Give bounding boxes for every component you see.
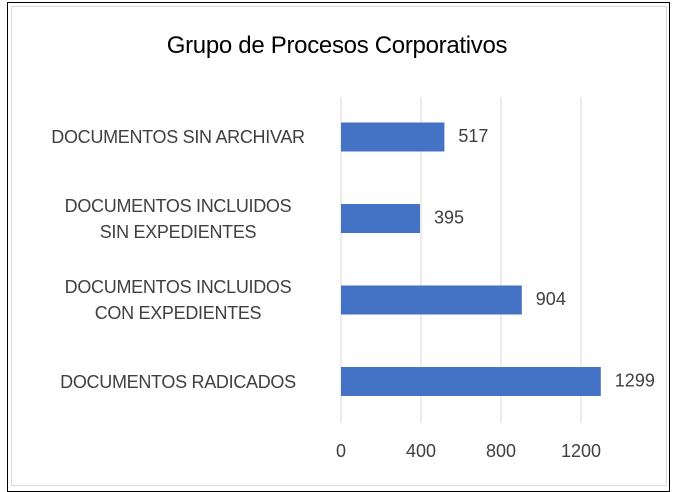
data-label: 904 <box>536 289 566 309</box>
page: Grupo de Procesos Corporativos 0 400 800 12… <box>7 2 670 492</box>
x-tick-label: 400 <box>406 441 436 461</box>
y-tick-label: DOCUMENTOS RADICADOS <box>60 371 296 392</box>
data-label: 395 <box>434 207 464 227</box>
x-tick-label: 800 <box>486 441 516 461</box>
bar <box>341 285 522 315</box>
y-tick-label: DOCUMENTOS INCLUIDOS CON EXPEDIENTES <box>64 277 292 323</box>
bar <box>341 204 420 233</box>
chart-title: Grupo de Procesos Corporativos <box>166 32 508 59</box>
x-tick-label: 0 <box>336 441 346 461</box>
x-tick-label: 1200 <box>561 441 601 461</box>
data-label: 517 <box>458 126 488 146</box>
y-tick-label: DOCUMENTOS INCLUIDOS SIN EXPEDIENTES <box>64 195 292 242</box>
chart: 0 400 800 1200 517 395 904 1299 <box>336 97 655 461</box>
bar <box>341 122 445 152</box>
y-tick-label: DOCUMENTOS SIN ARCHIVAR <box>51 127 305 147</box>
bar <box>341 367 601 396</box>
data-label: 1299 <box>615 370 655 390</box>
